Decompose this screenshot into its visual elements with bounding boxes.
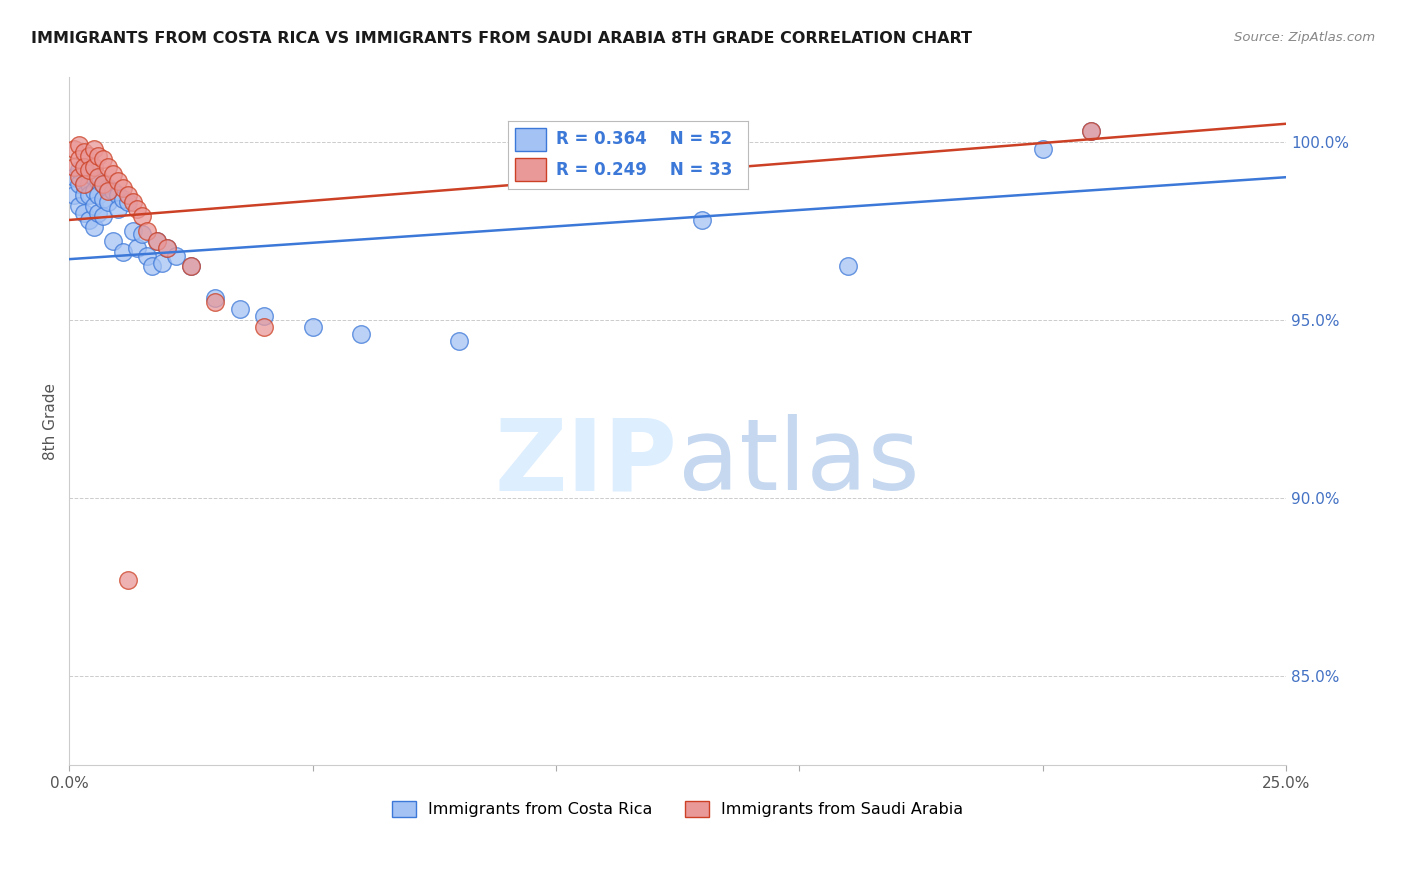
Point	[837, 260, 859, 274]
Point	[91, 192, 114, 206]
Point	[67, 153, 90, 167]
Point	[73, 206, 96, 220]
Point	[91, 178, 114, 192]
Text: atlas: atlas	[678, 414, 920, 511]
Point	[91, 153, 114, 167]
Point	[117, 195, 139, 210]
Point	[77, 188, 100, 202]
Legend: Immigrants from Costa Rica, Immigrants from Saudi Arabia: Immigrants from Costa Rica, Immigrants f…	[385, 794, 970, 823]
Point	[97, 195, 120, 210]
Point	[253, 309, 276, 323]
Point	[91, 178, 114, 192]
Point	[87, 174, 110, 188]
Point	[67, 178, 90, 192]
Point	[1080, 124, 1102, 138]
Point	[1032, 142, 1054, 156]
Point	[83, 185, 105, 199]
Point	[77, 178, 100, 192]
Point	[111, 181, 134, 195]
Point	[97, 181, 120, 195]
Point	[155, 242, 177, 256]
Point	[97, 160, 120, 174]
Point	[83, 220, 105, 235]
Point	[67, 138, 90, 153]
Text: Source: ZipAtlas.com: Source: ZipAtlas.com	[1234, 31, 1375, 45]
Point	[253, 319, 276, 334]
Point	[121, 224, 143, 238]
Text: R = 0.249    N = 33: R = 0.249 N = 33	[555, 161, 733, 178]
Point	[204, 291, 226, 305]
Point	[111, 245, 134, 260]
Bar	[515, 158, 547, 181]
Point	[83, 142, 105, 156]
Point	[67, 199, 90, 213]
Point	[73, 188, 96, 202]
Point	[180, 260, 202, 274]
Point	[83, 160, 105, 174]
Point	[131, 210, 153, 224]
Point	[690, 213, 713, 227]
Point	[67, 170, 90, 185]
Point	[107, 202, 129, 217]
Point	[155, 242, 177, 256]
Point	[111, 192, 134, 206]
Point	[73, 160, 96, 174]
Point	[117, 573, 139, 587]
Point	[150, 256, 173, 270]
Point	[63, 188, 86, 202]
Point	[91, 210, 114, 224]
Point	[301, 319, 323, 334]
Point	[350, 326, 373, 341]
Point	[146, 235, 169, 249]
Point	[165, 249, 187, 263]
Point	[97, 185, 120, 199]
Point	[121, 195, 143, 210]
Point	[146, 235, 169, 249]
Point	[77, 213, 100, 227]
Y-axis label: 8th Grade: 8th Grade	[44, 383, 58, 459]
Text: IMMIGRANTS FROM COSTA RICA VS IMMIGRANTS FROM SAUDI ARABIA 8TH GRADE CORRELATION: IMMIGRANTS FROM COSTA RICA VS IMMIGRANTS…	[31, 31, 972, 46]
Point	[136, 224, 159, 238]
Point	[131, 227, 153, 242]
Point	[1080, 124, 1102, 138]
Point	[141, 260, 163, 274]
Bar	[515, 128, 547, 151]
Point	[67, 163, 90, 178]
Point	[63, 170, 86, 185]
Point	[101, 235, 124, 249]
Point	[107, 188, 129, 202]
Point	[101, 167, 124, 181]
Point	[73, 160, 96, 174]
Point	[63, 142, 86, 156]
Point	[204, 294, 226, 309]
Point	[87, 149, 110, 163]
Point	[136, 249, 159, 263]
Point	[87, 188, 110, 202]
Point	[73, 178, 96, 192]
Point	[107, 174, 129, 188]
Point	[447, 334, 470, 348]
Point	[228, 301, 250, 316]
Point	[73, 145, 96, 160]
Point	[77, 149, 100, 163]
Point	[77, 163, 100, 178]
Point	[83, 170, 105, 185]
Point	[127, 242, 149, 256]
Text: R = 0.364    N = 52: R = 0.364 N = 52	[555, 130, 733, 148]
Point	[83, 199, 105, 213]
Point	[87, 170, 110, 185]
Point	[117, 188, 139, 202]
Point	[180, 260, 202, 274]
Point	[127, 202, 149, 217]
Point	[77, 167, 100, 181]
Point	[73, 178, 96, 192]
Point	[101, 185, 124, 199]
Point	[63, 160, 86, 174]
Text: ZIP: ZIP	[495, 414, 678, 511]
Point	[87, 206, 110, 220]
